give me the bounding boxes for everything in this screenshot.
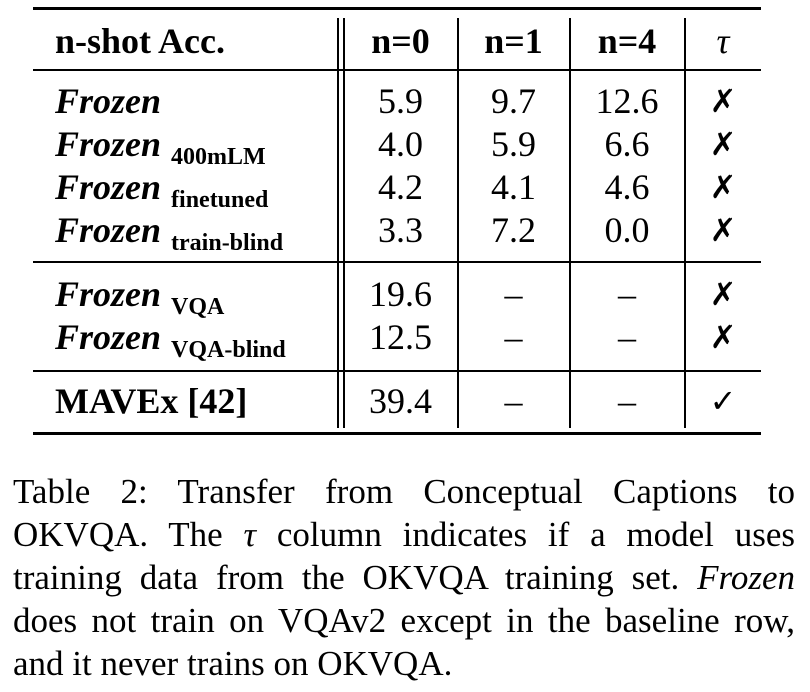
cell-n4: 6.6 bbox=[604, 124, 650, 164]
caption-part-2: column indicates if a model uses trainin… bbox=[13, 515, 795, 597]
model-variant: VQA bbox=[171, 294, 225, 320]
cell-n4: 4.6 bbox=[604, 167, 650, 207]
cell-n1: 4.1 bbox=[491, 167, 536, 207]
model-name: Frozen bbox=[55, 81, 162, 121]
model-variant: 400mLM bbox=[171, 144, 266, 170]
caption-tau-symbol: τ bbox=[243, 515, 257, 554]
header-n0: n=0 bbox=[371, 21, 430, 61]
model-variant: train-blind bbox=[171, 230, 284, 256]
cell-n4: – bbox=[618, 317, 636, 357]
model-variant: finetuned bbox=[171, 187, 269, 213]
model-name: Frozen bbox=[55, 167, 162, 207]
model-name: Frozen bbox=[55, 274, 162, 314]
cell-n1: 9.7 bbox=[491, 81, 536, 121]
header-tau: τ bbox=[716, 21, 730, 61]
row-model: MAVEx [42] bbox=[55, 380, 247, 422]
cross-mark-icon: ✗ bbox=[709, 82, 737, 120]
caption-part-3: does not train on VQAv2 except in the ba… bbox=[13, 601, 795, 683]
top-rule bbox=[33, 7, 761, 10]
row-model: Frozen train-blind bbox=[55, 209, 283, 256]
row-model: Frozen 400mLM bbox=[55, 123, 266, 170]
row-model: Frozen finetuned bbox=[55, 166, 268, 213]
group-rule-1 bbox=[33, 261, 761, 263]
col-rule-3 bbox=[684, 18, 686, 428]
group-rule-2 bbox=[33, 370, 761, 372]
model-name: Frozen bbox=[55, 124, 162, 164]
row-model: Frozen VQA bbox=[55, 273, 224, 320]
check-mark-icon: ✓ bbox=[709, 382, 737, 420]
col-rule-1 bbox=[457, 18, 459, 428]
cross-mark-icon: ✗ bbox=[709, 125, 737, 163]
header-rule bbox=[33, 69, 761, 71]
cross-mark-icon: ✗ bbox=[709, 168, 737, 206]
cell-n4: 12.6 bbox=[595, 81, 659, 121]
model-name: MAVEx [42] bbox=[55, 381, 248, 421]
header-model: n-shot Acc. bbox=[55, 21, 225, 61]
cell-n0: 5.9 bbox=[378, 81, 423, 121]
cell-n0: 39.4 bbox=[369, 381, 432, 421]
double-rule-left bbox=[337, 18, 339, 428]
model-variant: VQA-blind bbox=[171, 337, 286, 363]
cross-mark-icon: ✗ bbox=[709, 275, 737, 313]
cross-mark-icon: ✗ bbox=[709, 318, 737, 356]
table-caption: Table 2: Transfer from Conceptual Captio… bbox=[13, 470, 795, 685]
header-n4: n=4 bbox=[597, 21, 657, 61]
double-rule-right bbox=[343, 18, 345, 428]
cell-n4: – bbox=[618, 381, 636, 421]
cell-n4: 0.0 bbox=[604, 210, 650, 250]
cell-n4: – bbox=[618, 274, 636, 314]
cross-mark-icon: ✗ bbox=[709, 211, 737, 249]
cell-n1: 5.9 bbox=[491, 124, 536, 164]
bottom-rule bbox=[33, 432, 761, 435]
caption-frozen: Frozen bbox=[697, 558, 795, 597]
cell-n0: 4.0 bbox=[378, 124, 423, 164]
col-rule-2 bbox=[569, 18, 571, 428]
cell-n0: 3.3 bbox=[378, 210, 423, 250]
cell-n0: 12.5 bbox=[369, 317, 432, 357]
cell-n1: – bbox=[504, 317, 523, 357]
model-name: Frozen bbox=[55, 317, 162, 357]
cell-n1: – bbox=[504, 274, 523, 314]
row-model: Frozen bbox=[55, 80, 161, 122]
cell-n1: 7.2 bbox=[491, 210, 536, 250]
header-n1: n=1 bbox=[484, 21, 543, 61]
row-model: Frozen VQA-blind bbox=[55, 316, 286, 363]
model-name: Frozen bbox=[55, 210, 162, 250]
cell-n0: 4.2 bbox=[378, 167, 423, 207]
caption-part-1: Table 2: Transfer from Conceptual Captio… bbox=[13, 472, 795, 554]
cell-n0: 19.6 bbox=[369, 274, 432, 314]
cell-n1: – bbox=[504, 381, 523, 421]
